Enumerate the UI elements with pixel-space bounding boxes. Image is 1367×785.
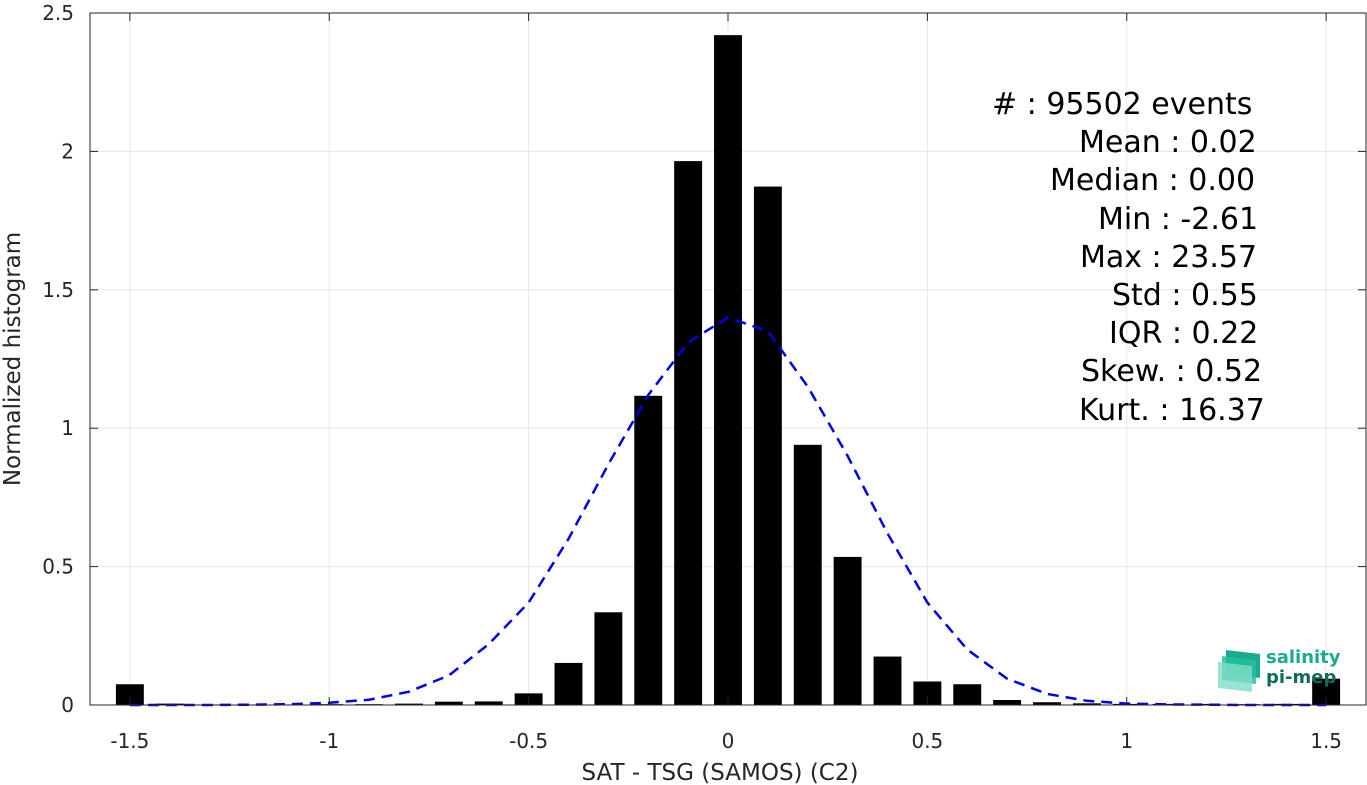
histogram-bar: [594, 612, 623, 705]
x-tick-label: 1: [1120, 729, 1133, 753]
histogram-bars: [115, 35, 1341, 706]
histogram-bar: [634, 395, 663, 705]
histogram-bar: [753, 186, 782, 706]
stats-annotation: # : 95502 events Mean : 0.02 Median : 0.…: [960, 86, 1320, 430]
y-tick-label: 2: [61, 139, 74, 163]
stat-std: Std : 0.55: [1112, 278, 1258, 314]
stat-max: Max : 23.57: [1080, 239, 1258, 275]
x-tick-label: -0.5: [509, 729, 548, 753]
y-tick-label: 1.5: [42, 278, 74, 302]
x-tick-label: 1.5: [1310, 729, 1342, 753]
x-tick-label: 0.5: [911, 729, 943, 753]
histogram-bar: [434, 701, 463, 705]
stat-skew: Skew. : 0.52: [1081, 354, 1263, 390]
x-tick-label: 0: [722, 729, 735, 753]
y-tick-labels: 0 0.5 1 1.5 2 2.5: [42, 1, 74, 717]
histogram-bar: [474, 701, 503, 705]
axis-ticks: [90, 12, 1366, 706]
x-tick-label: -1: [319, 729, 339, 753]
histogram-bar: [953, 684, 982, 705]
y-tick-label: 2.5: [42, 1, 74, 25]
histogram-bar: [1152, 703, 1181, 705]
y-tick-label: 1: [61, 416, 74, 440]
stat-events: # : 95502 events: [992, 87, 1253, 122]
x-axis-label: SAT - TSG (SAMOS) (C2): [582, 760, 859, 785]
y-axis-label: Normalized histogram: [0, 232, 26, 486]
histogram-bar: [714, 35, 742, 706]
stat-median: Median : 0.00: [1050, 163, 1256, 199]
histogram-bar: [1072, 703, 1101, 705]
histogram-bar: [833, 556, 862, 705]
stat-min: Min : -2.61: [1098, 201, 1259, 237]
x-tick-label: -1.5: [110, 729, 149, 753]
y-tick-label: 0.5: [42, 555, 74, 579]
stat-mean: Mean : 0.02: [1079, 125, 1257, 161]
histogram-bar: [873, 656, 902, 705]
logo-text-salinity: salinity: [1266, 647, 1341, 668]
histogram-bar: [793, 444, 822, 705]
histogram-bar: [554, 662, 583, 705]
histogram-bar: [1192, 703, 1221, 705]
histogram-bar: [993, 700, 1022, 705]
x-tick-labels: -1.5 -1 -0.5 0 0.5 1 1.5: [110, 729, 1342, 753]
y-tick-label: 0: [61, 693, 74, 717]
histogram-bar: [913, 681, 942, 705]
salinity-pi-mep-logo: salinity pi-mep: [1216, 646, 1346, 692]
stat-kurt: Kurt. : 16.37: [1079, 392, 1265, 428]
histogram-bar: [674, 161, 703, 705]
histogram-bar: [1033, 702, 1061, 705]
logo-text-pi-mep: pi-mep: [1266, 667, 1337, 688]
histogram-bar: [395, 703, 423, 705]
histogram-bar: [115, 684, 144, 705]
wave-logo-icon: [1218, 650, 1260, 692]
stat-iqr: IQR : 0.22: [1109, 316, 1259, 352]
